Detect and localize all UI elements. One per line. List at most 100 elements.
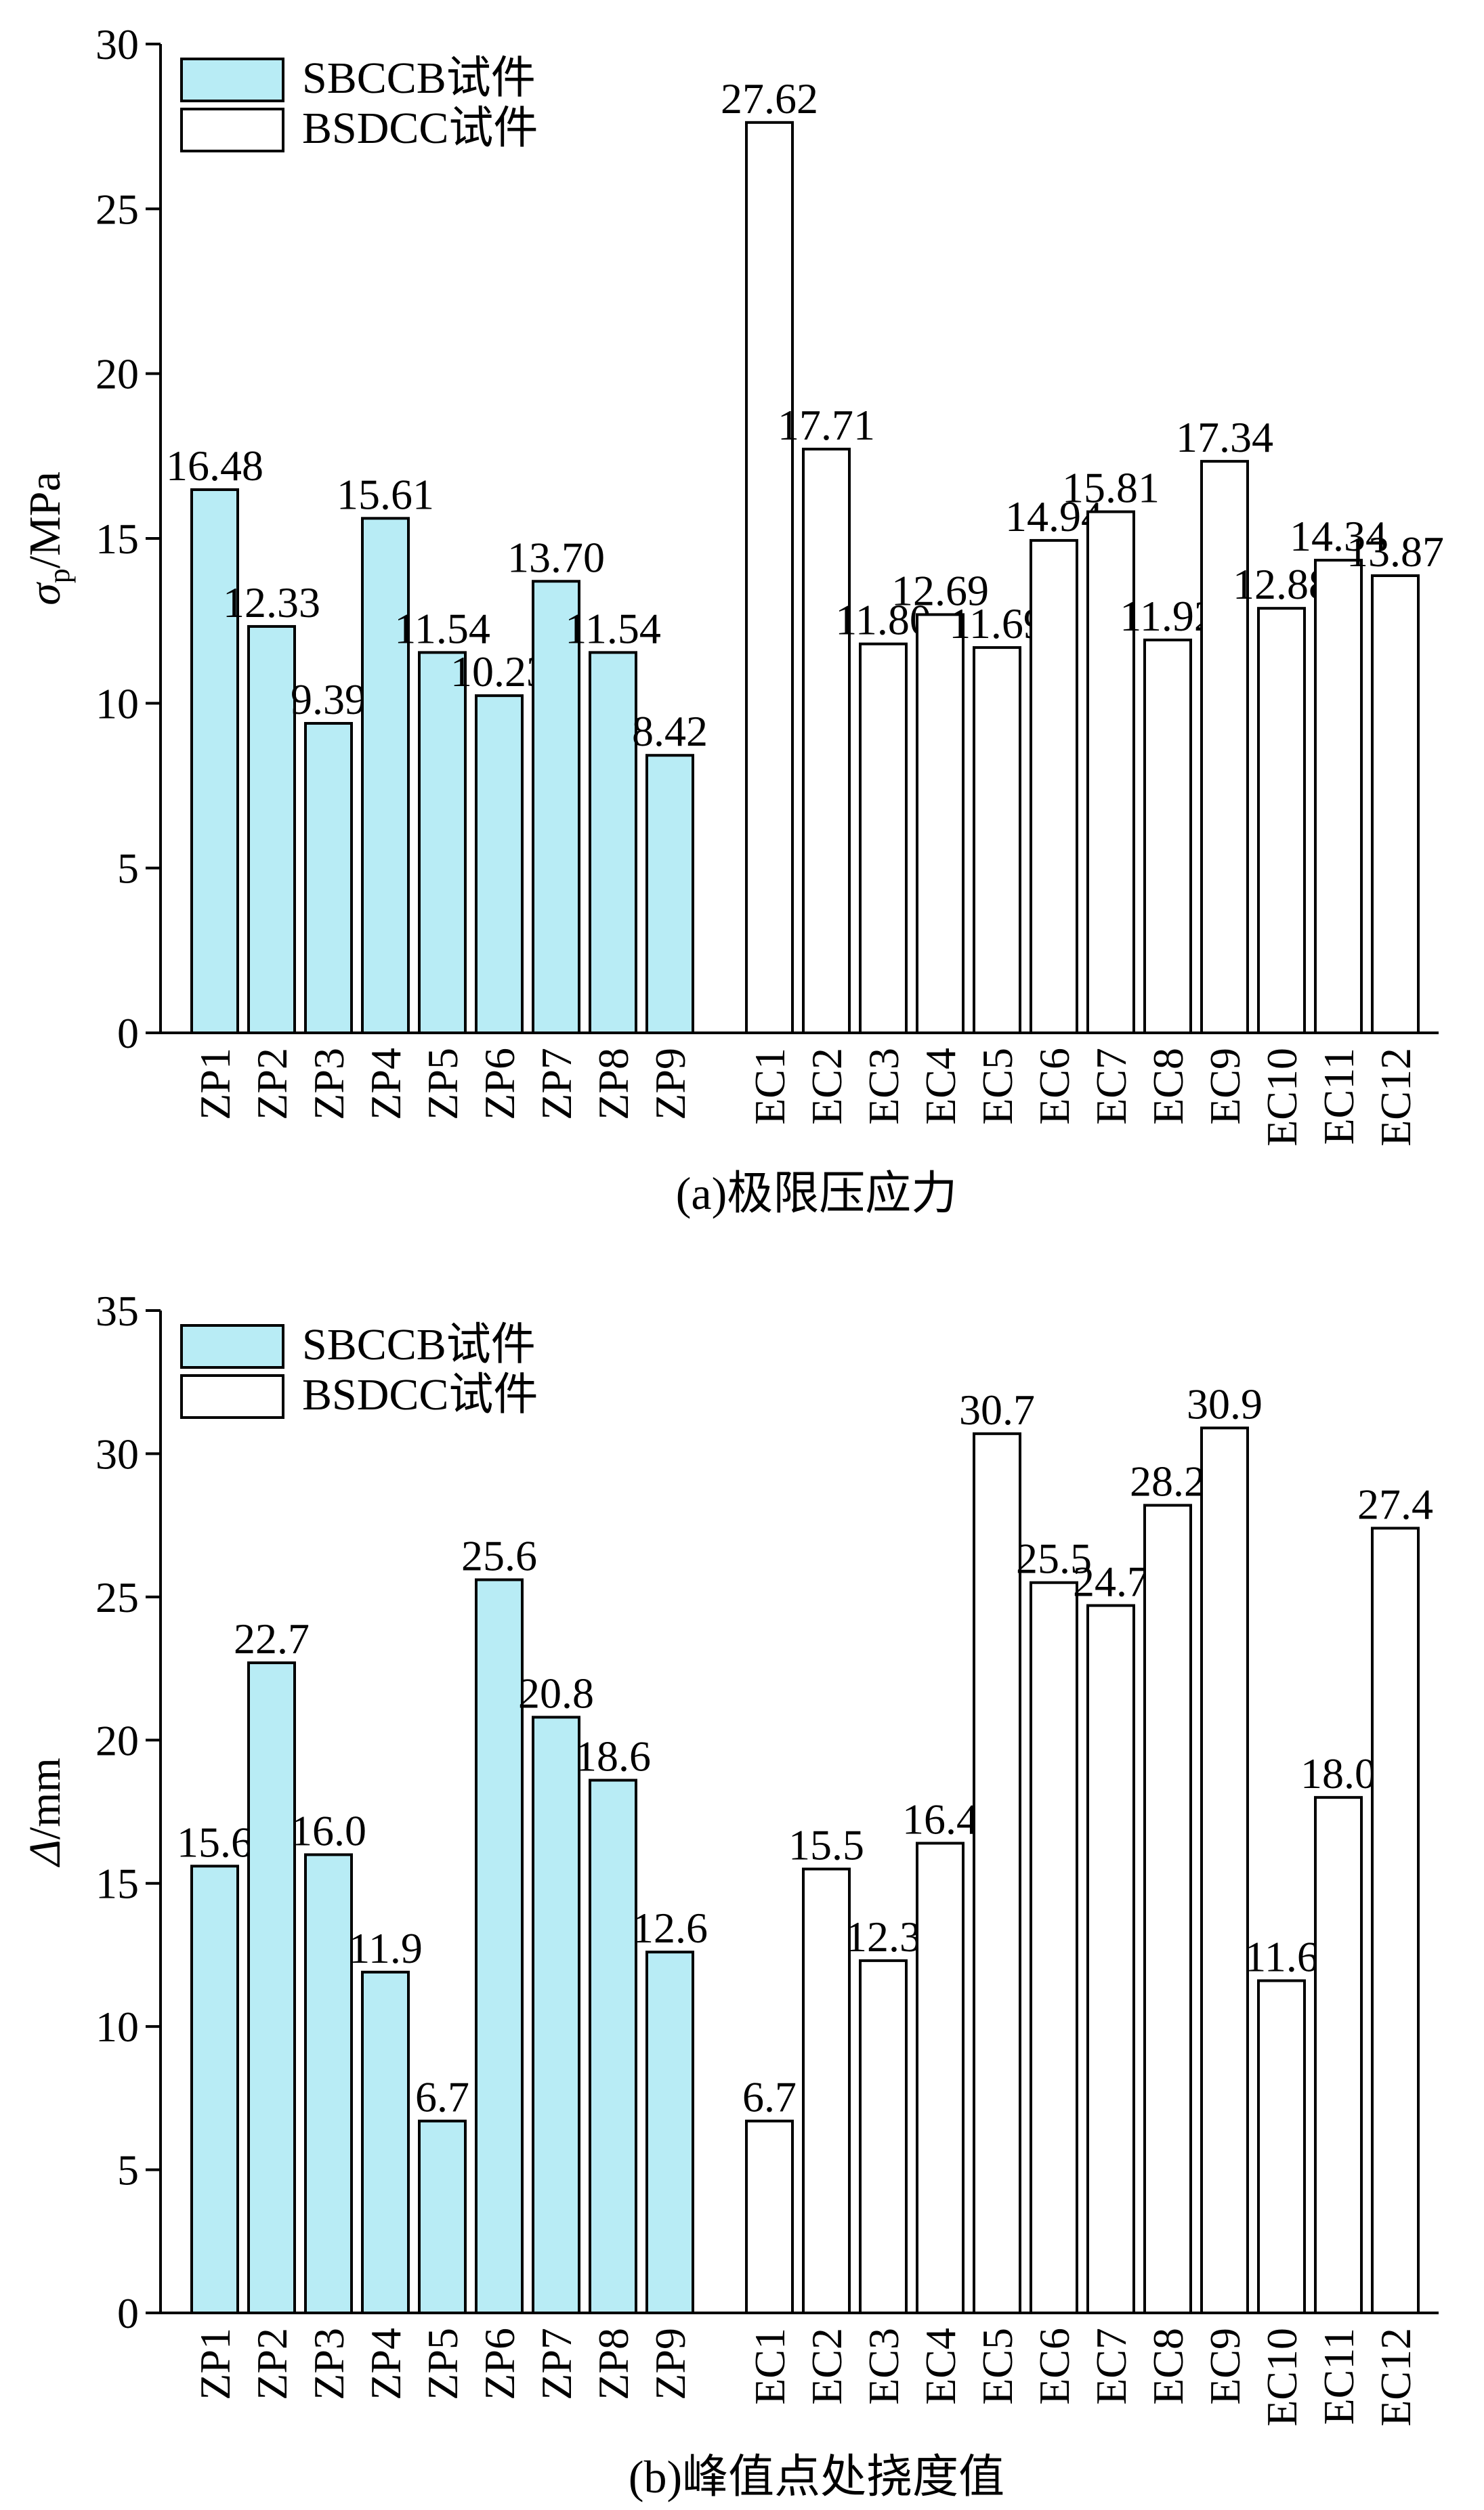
legend-swatch-sbccb [180,1324,284,1369]
panel-caption: (a)极限压应力 [676,1168,957,1219]
bar-ec2 [802,1867,851,2315]
bar-ec2 [802,448,851,1034]
data-label-ec9: 17.34 [1176,413,1273,461]
y-tick-label: 15 [96,1860,139,1908]
bar-zp9 [645,1951,694,2314]
data-label-zp2: 12.33 [223,578,320,626]
y-tick-label: 20 [96,350,139,398]
y-tick-label: 0 [117,2289,139,2337]
data-label-zp3: 9.39 [291,675,366,723]
y-tick-label: 20 [96,1716,139,1764]
bar-ec5 [973,1432,1021,2314]
bar-ec4 [916,613,964,1034]
bar-ec9 [1200,1426,1249,2314]
chart-panel-b: 05101520253035Δ/mm15.6ZP122.7ZP216.0ZP31… [20,1287,1439,2503]
data-label-ec8: 28.2 [1130,1458,1206,1506]
legend-label-sbccb: SBCCB试件 [302,1320,536,1369]
category-label-ec5: EC5 [973,2328,1021,2405]
legend-swatch-bsdcc [180,1374,284,1419]
y-tick-label: 25 [96,1573,139,1621]
category-label-zp7: ZP7 [532,2328,580,2400]
category-label-ec7: EC7 [1087,2328,1135,2405]
category-label-ec4: EC4 [916,2328,964,2405]
bar-zp2 [247,624,296,1034]
category-label-ec2: EC2 [803,1048,851,1125]
y-tick-label: 0 [117,1009,139,1057]
bar-ec3 [859,1959,908,2314]
bar-ec10 [1257,607,1306,1034]
data-label-zp1: 15.6 [177,1818,253,1866]
data-label-zp5: 6.7 [415,2073,469,2121]
data-label-zp9: 8.42 [632,707,708,755]
category-label-ec10: EC10 [1258,2328,1306,2427]
category-label-zp8: ZP8 [589,2328,637,2400]
data-label-zp1: 16.48 [166,442,263,490]
bar-ec8 [1143,1504,1192,2315]
category-label-zp2: ZP2 [248,1048,296,1120]
data-label-zp6: 25.6 [461,1531,537,1579]
bar-ec11 [1314,1795,1363,2315]
data-label-ec11: 18.0 [1300,1749,1376,1798]
category-label-ec9: EC9 [1201,1048,1249,1125]
category-label-ec8: EC8 [1144,1048,1192,1125]
data-label-zp7: 20.8 [518,1669,594,1717]
data-label-ec3: 11.80 [835,596,931,644]
category-label-zp9: ZP9 [646,2328,694,2400]
y-axis-title: Δ/mm [20,1758,70,1868]
bar-ec1 [745,121,794,1034]
data-label-zp5: 11.54 [394,604,490,652]
bar-ec6 [1030,538,1078,1034]
category-label-ec1: EC1 [746,2328,794,2405]
data-label-ec1: 27.62 [721,75,818,123]
data-label-ec9: 30.9 [1187,1380,1263,1428]
category-label-zp6: ZP6 [475,1048,524,1120]
series-bsdcc: 27.62 EC1 17.71 EC2 11.80 EC3 12.69 EC4 11.69 EC5… [721,75,1444,1147]
bar-zp1 [190,1865,239,2314]
legend-label-bsdcc: BSDCC试件 [302,1370,538,1420]
y-tick-label: 30 [96,20,139,68]
data-label-zp7: 13.70 [507,533,605,581]
category-label-ec9: EC9 [1201,2328,1249,2405]
bar-zp2 [247,1661,296,2314]
category-label-ec6: EC6 [1030,2328,1078,2405]
category-label-ec10: EC10 [1258,1048,1306,1147]
data-label-zp3: 16.0 [291,1806,366,1854]
series-sbccb: 15.6 ZP1 22.7 ZP2 16.0 ZP3 11.9 ZP4 6.7 ZP5 25.6 ZP… [177,1531,708,2400]
bar-zp5 [418,2119,467,2315]
bar-ec4 [916,1842,964,2315]
data-label-zp4: 15.61 [337,470,434,518]
bar-zp7 [532,580,580,1034]
category-label-ec11: EC11 [1315,1048,1363,1145]
y-tick-label: 30 [96,1430,139,1478]
bar-ec10 [1257,1979,1306,2314]
category-label-ec12: EC12 [1372,1048,1420,1147]
data-label-ec4: 16.4 [902,1795,978,1844]
bar-zp6 [475,694,524,1034]
bar-ec1 [745,2119,794,2315]
y-tick-label: 10 [96,2003,139,2051]
category-label-ec3: EC3 [860,2328,908,2405]
data-label-ec4: 12.69 [891,566,989,614]
category-label-zp5: ZP5 [419,2328,467,2400]
category-label-zp5: ZP5 [419,1048,467,1120]
bar-zp8 [589,651,637,1034]
data-label-ec2: 17.71 [778,401,875,449]
category-label-ec7: EC7 [1087,1048,1135,1125]
category-label-ec2: EC2 [803,2328,851,2405]
y-tick-label: 25 [96,185,139,233]
chart-panel-a: 0 5 10 15 20 25 30 σp/MPa 16.48 ZP1 12.33 ZP2 9.39 ZP… [20,20,1444,1219]
bar-ec12 [1371,1527,1420,2314]
data-label-zp8: 11.54 [565,604,661,652]
category-label-ec4: EC4 [916,1048,964,1125]
category-label-zp2: ZP2 [248,2328,296,2400]
y-tick-label: 15 [96,515,139,563]
category-label-ec11: EC11 [1315,2328,1363,2425]
series-bsdcc: 6.7 EC1 15.5 EC2 12.3 EC3 16.4 EC4 30.7 EC5 25.5 EC… [742,1380,1433,2426]
bar-ec3 [859,642,908,1034]
legend-label-sbccb: SBCCB试件 [302,54,536,103]
data-label-ec7: 24.7 [1073,1558,1149,1606]
data-label-ec5: 11.69 [949,599,1045,647]
data-label-ec3: 12.3 [845,1913,921,1961]
bar-ec8 [1143,638,1192,1034]
